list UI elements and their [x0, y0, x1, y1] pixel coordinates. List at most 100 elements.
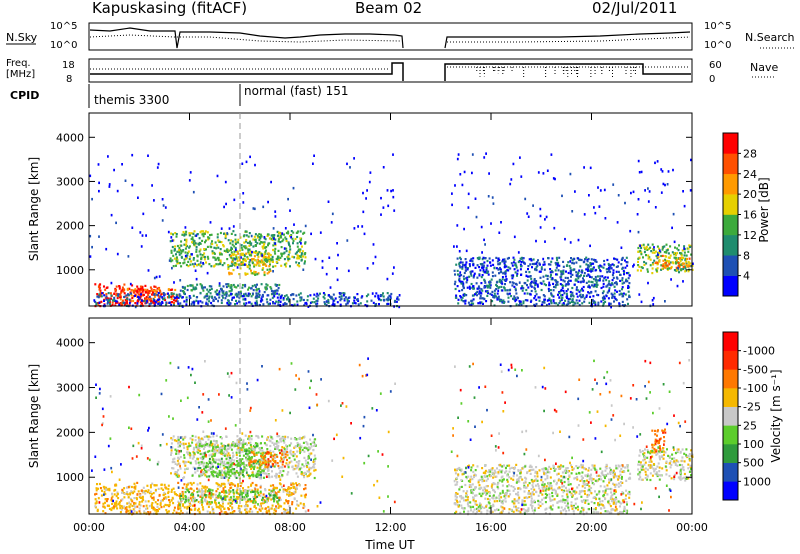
- power-echo-cell: [270, 289, 273, 292]
- power-echo-cell: [555, 302, 558, 305]
- velocity-echo-cell: [225, 457, 228, 460]
- power-echo-cell: [226, 258, 229, 261]
- power-echo-cell: [296, 300, 299, 303]
- velocity-echo-cell: [244, 434, 247, 437]
- velocity-echo-cell: [283, 438, 286, 441]
- power-echo-cell: [254, 303, 257, 306]
- power-echo-cell: [548, 297, 551, 300]
- power-echo-cell: [346, 299, 349, 302]
- power-echo-cell: [204, 239, 207, 242]
- power-echo-cell: [103, 285, 105, 288]
- power-echo-cell: [136, 300, 139, 303]
- velocity-echo-cell: [189, 508, 192, 511]
- power-echo-cell: [175, 300, 178, 303]
- power-echo-cell: [141, 299, 143, 302]
- power-echo-cell: [274, 238, 277, 241]
- power-scatter-cell: [153, 276, 156, 280]
- power-echo-cell: [123, 288, 126, 291]
- power-echo-cell: [190, 238, 193, 241]
- velocity-echo-cell: [133, 497, 136, 500]
- power-echo-cell: [254, 285, 257, 289]
- power-echo-cell: [266, 301, 269, 304]
- power-echo-cell: [271, 296, 274, 299]
- power-echo-cell: [504, 289, 507, 292]
- power-echo-cell: [506, 289, 509, 292]
- power-echo-cell: [219, 259, 222, 262]
- power-echo-cell: [251, 284, 254, 288]
- velocity-echo-cell: [195, 443, 198, 446]
- velocity-echo-cell: [117, 503, 120, 506]
- power-echo-cell: [180, 250, 183, 253]
- velocity-echo-cell: [231, 443, 234, 446]
- velocity-echo-cell: [222, 487, 225, 490]
- velocity-echo-cell: [219, 508, 222, 511]
- velocity-echo-cell: [168, 499, 170, 502]
- velocity-echo-cell: [262, 461, 265, 465]
- power-echo-cell: [662, 245, 665, 249]
- velocity-echo-cell: [215, 434, 218, 437]
- velocity-echo-cell: [279, 470, 282, 473]
- velocity-echo-cell: [306, 443, 309, 446]
- power-echo-cell: [539, 263, 541, 266]
- velocity-echo-cell: [183, 454, 186, 457]
- power-echo-cell: [290, 234, 293, 237]
- velocity-echo-cell: [172, 502, 175, 505]
- power-echo-cell: [622, 295, 625, 298]
- power-echo-cell: [686, 257, 688, 261]
- velocity-echo-cell: [286, 493, 289, 496]
- velocity-echo-cell: [120, 499, 123, 502]
- velocity-echo-cell: [176, 463, 179, 467]
- velocity-echo-cell: [208, 444, 211, 447]
- power-echo-cell: [602, 290, 605, 293]
- velocity-echo-cell: [305, 441, 308, 444]
- power-echo-cell: [561, 286, 564, 289]
- power-echo-cell: [191, 236, 194, 239]
- velocity-echo-cell: [177, 481, 180, 484]
- power-scatter-cell: [330, 221, 333, 224]
- power-echo-cell: [497, 263, 500, 266]
- power-echo-cell: [566, 303, 569, 306]
- power-echo-cell: [688, 262, 691, 265]
- power-echo-cell: [286, 297, 289, 300]
- velocity-echo-cell: [206, 435, 209, 438]
- power-echo-cell: [234, 303, 236, 306]
- power-echo-cell: [676, 247, 679, 250]
- velocity-echo-cell: [314, 443, 316, 446]
- velocity-echo-cell: [177, 435, 180, 439]
- power-echo-cell: [103, 299, 105, 302]
- power-echo-cell: [235, 299, 237, 302]
- velocity-echo-cell: [225, 472, 228, 475]
- power-echo-cell: [564, 284, 567, 287]
- power-echo-cell: [647, 257, 650, 260]
- velocity-echo-cell: [313, 444, 316, 447]
- velocity-echo-cell: [237, 445, 240, 448]
- power-echo-cell: [677, 249, 680, 252]
- power-echo-cell: [481, 266, 483, 269]
- power-echo-cell: [558, 256, 561, 259]
- power-echo-cell: [182, 262, 185, 265]
- power-echo-cell: [304, 241, 307, 244]
- power-ylabel: Slant Range [km]: [27, 157, 41, 261]
- power-scatter-cell: [121, 163, 123, 166]
- power-echo-cell: [253, 255, 256, 258]
- velocity-echo-cell: [305, 462, 308, 465]
- power-echo-cell: [513, 285, 516, 288]
- velocity-echo-cell: [212, 460, 215, 463]
- velocity-echo-cell: [224, 489, 227, 493]
- power-echo-cell: [571, 262, 574, 265]
- power-echo-cell: [164, 298, 167, 302]
- power-echo-cell: [281, 240, 284, 243]
- velocity-echo-cell: [206, 465, 209, 468]
- power-echo-cell: [183, 258, 186, 261]
- power-echo-cell: [541, 303, 544, 306]
- velocity-echo-cell: [208, 445, 211, 448]
- velocity-echo-cell: [300, 445, 303, 448]
- power-echo-cell: [501, 278, 504, 281]
- velocity-echo-cell: [249, 498, 252, 501]
- power-echo-cell: [332, 302, 335, 305]
- velocity-echo-cell: [235, 456, 238, 459]
- power-echo-cell: [136, 289, 139, 292]
- power-scatter-cell: [156, 166, 159, 169]
- power-echo-cell: [119, 298, 122, 301]
- power-echo-cell: [662, 259, 665, 262]
